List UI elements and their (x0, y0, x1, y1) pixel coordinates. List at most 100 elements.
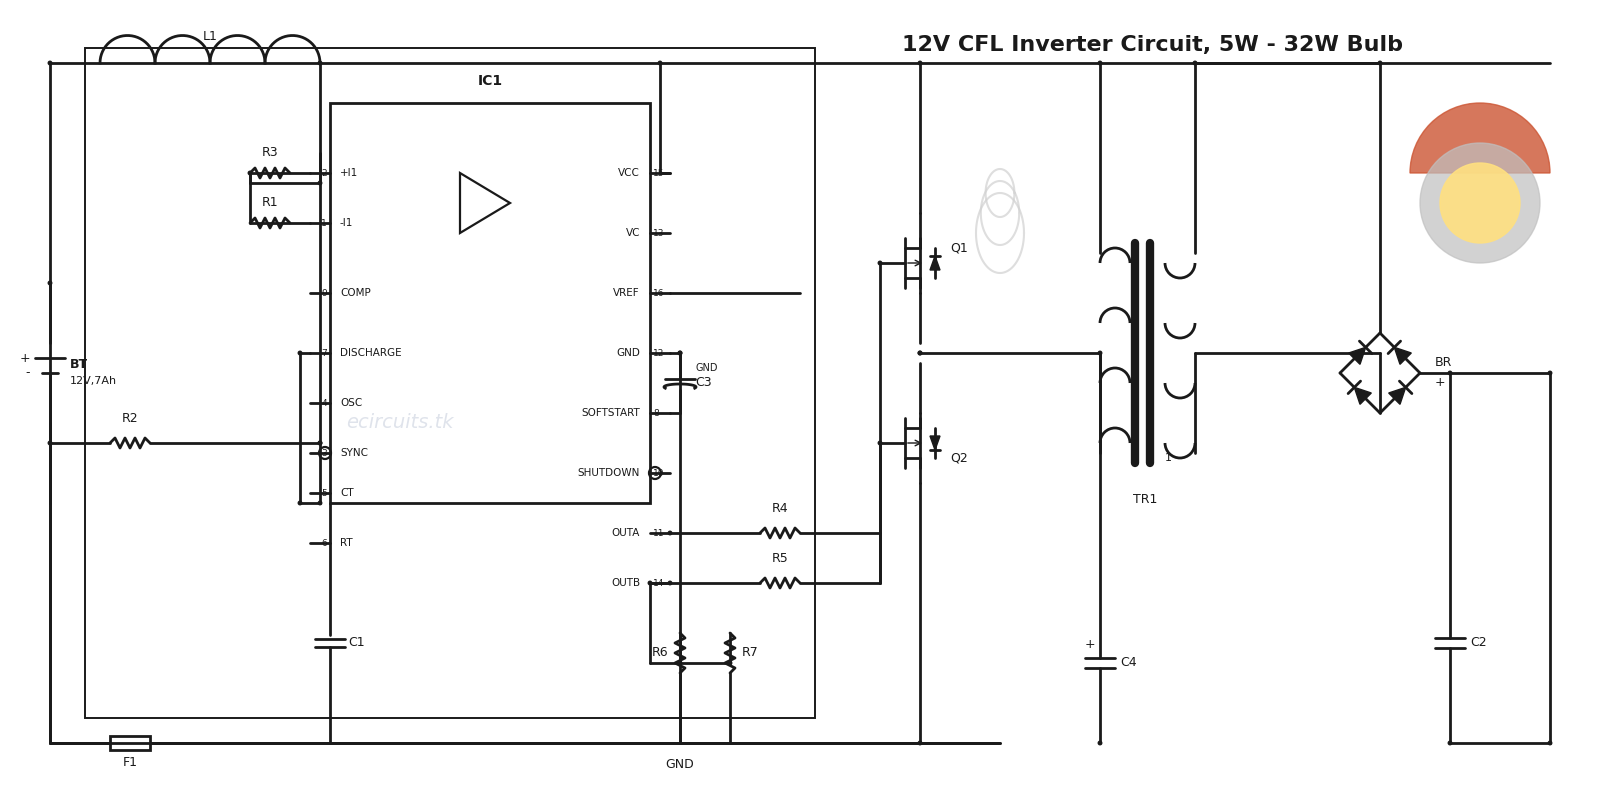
Circle shape (918, 742, 922, 745)
Circle shape (878, 441, 882, 445)
Circle shape (1448, 742, 1451, 745)
Text: GND: GND (694, 363, 717, 373)
Circle shape (1440, 163, 1520, 243)
Text: R6: R6 (651, 646, 669, 659)
Text: TR1: TR1 (1133, 493, 1157, 506)
Circle shape (648, 581, 651, 584)
Circle shape (678, 661, 682, 665)
Text: VC: VC (626, 228, 640, 238)
Circle shape (248, 171, 251, 175)
Circle shape (1448, 372, 1451, 375)
Circle shape (1549, 372, 1552, 375)
Circle shape (669, 581, 672, 584)
Circle shape (318, 61, 322, 64)
Text: 13: 13 (653, 228, 664, 238)
Circle shape (48, 61, 51, 64)
Circle shape (678, 351, 682, 355)
Text: R7: R7 (742, 646, 758, 659)
Circle shape (318, 441, 322, 445)
Polygon shape (1349, 347, 1366, 364)
Circle shape (1098, 742, 1102, 745)
Text: +: + (19, 351, 30, 364)
Circle shape (918, 351, 922, 355)
Text: +: + (1085, 638, 1094, 651)
Text: -: - (26, 367, 30, 380)
Text: OUTB: OUTB (611, 578, 640, 588)
Text: Q1: Q1 (950, 242, 968, 255)
Text: 7: 7 (322, 348, 326, 358)
Wedge shape (1410, 103, 1550, 173)
Circle shape (918, 61, 922, 64)
Text: 9: 9 (322, 289, 326, 297)
Circle shape (48, 281, 51, 285)
Text: R5: R5 (771, 551, 789, 564)
Text: 5: 5 (322, 488, 326, 497)
Circle shape (878, 261, 882, 264)
Bar (110, 736, 150, 750)
Text: 12V,7Ah: 12V,7Ah (70, 376, 117, 386)
Text: BT: BT (70, 359, 88, 372)
Text: 15: 15 (653, 168, 664, 177)
Text: BR: BR (1435, 356, 1453, 369)
Polygon shape (1354, 388, 1371, 405)
Circle shape (1421, 143, 1539, 263)
Circle shape (1098, 61, 1102, 64)
Text: SOFTSTART: SOFTSTART (581, 408, 640, 418)
Text: R2: R2 (122, 412, 138, 425)
Text: L1: L1 (203, 30, 218, 43)
Text: +I1: +I1 (339, 168, 358, 178)
Text: COMP: COMP (339, 288, 371, 298)
Circle shape (1549, 742, 1552, 745)
Circle shape (48, 441, 51, 445)
Bar (85, 48, 814, 718)
Text: VREF: VREF (613, 288, 640, 298)
Text: 14: 14 (653, 579, 664, 588)
Text: 8: 8 (653, 409, 659, 418)
Text: +: + (1435, 376, 1446, 389)
Text: GND: GND (616, 348, 640, 358)
Text: 1: 1 (1165, 453, 1171, 463)
Text: C4: C4 (1120, 657, 1136, 670)
Text: 12V CFL Inverter Circuit, 5W - 32W Bulb: 12V CFL Inverter Circuit, 5W - 32W Bulb (901, 35, 1403, 55)
Text: OSC: OSC (339, 398, 362, 408)
Text: IC1: IC1 (477, 74, 502, 88)
Circle shape (678, 351, 682, 355)
Text: SYNC: SYNC (339, 448, 368, 458)
Text: 4: 4 (322, 398, 326, 408)
Circle shape (918, 351, 922, 355)
Text: -I1: -I1 (339, 218, 354, 228)
Text: 10: 10 (653, 468, 664, 477)
Circle shape (318, 501, 322, 505)
Text: F1: F1 (123, 756, 138, 769)
Circle shape (1378, 61, 1382, 64)
Polygon shape (1389, 388, 1406, 405)
Text: 16: 16 (653, 289, 664, 297)
Text: Q2: Q2 (950, 451, 968, 464)
Bar (330, 103, 650, 503)
Text: R4: R4 (771, 501, 789, 514)
Text: OUTA: OUTA (611, 528, 640, 538)
Text: R3: R3 (262, 147, 278, 160)
Text: 11: 11 (653, 529, 664, 538)
Circle shape (1194, 61, 1197, 64)
Text: DISCHARGE: DISCHARGE (339, 348, 402, 358)
Circle shape (298, 351, 302, 355)
Text: 6: 6 (322, 538, 326, 547)
Text: 1: 1 (322, 218, 326, 227)
Text: C1: C1 (349, 637, 365, 650)
Text: C2: C2 (1470, 637, 1486, 650)
Text: 12: 12 (653, 348, 664, 358)
Text: ecircuits.tk: ecircuits.tk (346, 413, 454, 433)
Polygon shape (930, 256, 941, 270)
Circle shape (1098, 351, 1102, 355)
Polygon shape (930, 436, 941, 450)
Text: RT: RT (339, 538, 352, 548)
Polygon shape (1394, 347, 1411, 364)
Text: R1: R1 (262, 197, 278, 210)
Text: C3: C3 (694, 376, 712, 389)
Circle shape (318, 441, 322, 445)
Text: VCC: VCC (618, 168, 640, 178)
Circle shape (298, 501, 302, 505)
Circle shape (669, 531, 672, 534)
Circle shape (318, 181, 322, 185)
